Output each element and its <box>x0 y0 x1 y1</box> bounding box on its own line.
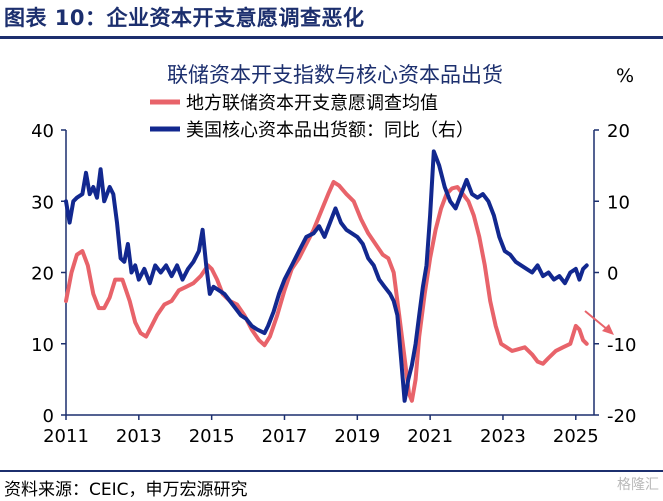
chart-title: 联储资本开支指数与核心资本品出货 <box>167 63 503 87</box>
legend-label-core-capital-goods: 美国核心资本品出货额：同比（右） <box>186 120 474 141</box>
right-tick-label: 20 <box>607 121 630 142</box>
chart-canvas: 联储资本开支指数与核心资本品出货 % 地方联储资本开支意愿调查均值 美国核心资本… <box>31 63 636 447</box>
x-tick-label: 2025 <box>553 426 599 447</box>
down-arrow-annotation <box>584 310 614 335</box>
right-tick-label: -10 <box>607 335 636 356</box>
left-tick-label: 30 <box>31 192 54 213</box>
x-tick-label: 2019 <box>334 426 380 447</box>
x-tick-label: 2011 <box>43 426 89 447</box>
right-tick-label: 10 <box>607 192 630 213</box>
right-tick-label: -20 <box>607 406 636 427</box>
left-tick-label: 10 <box>31 335 54 356</box>
footer-rule <box>0 470 663 472</box>
title-rule <box>0 36 663 39</box>
x-tick-label: 2021 <box>407 426 453 447</box>
watermark: 格隆汇 <box>617 477 659 493</box>
axes: 0 10 20 30 40 -20 -10 0 10 20 2011 2013 2015 2017 2019… <box>31 121 636 447</box>
left-tick-label: 20 <box>31 264 54 285</box>
legend-label-local-fed-capex: 地方联储资本开支意愿调查均值 <box>186 93 438 114</box>
series-line-core-capital-goods <box>64 149 589 403</box>
right-axis-unit: % <box>616 65 634 87</box>
right-tick-label: 0 <box>607 264 618 285</box>
x-tick-label: 2013 <box>116 426 162 447</box>
legend: 地方联储资本开支意愿调查均值 美国核心资本品出货额：同比（右） <box>150 93 474 141</box>
left-tick-label: 0 <box>43 406 54 427</box>
x-tick-label: 2017 <box>262 426 308 447</box>
series-line-local-fed-capex <box>64 180 589 403</box>
source-note: 资料来源：CEIC，申万宏源研究 <box>4 480 248 500</box>
series-layer <box>64 149 589 403</box>
figure-title: 图表 10：企业资本开支意愿调查恶化 <box>4 6 365 30</box>
left-tick-label: 40 <box>31 121 54 142</box>
x-tick-label: 2015 <box>189 426 235 447</box>
x-tick-label: 2023 <box>480 426 526 447</box>
